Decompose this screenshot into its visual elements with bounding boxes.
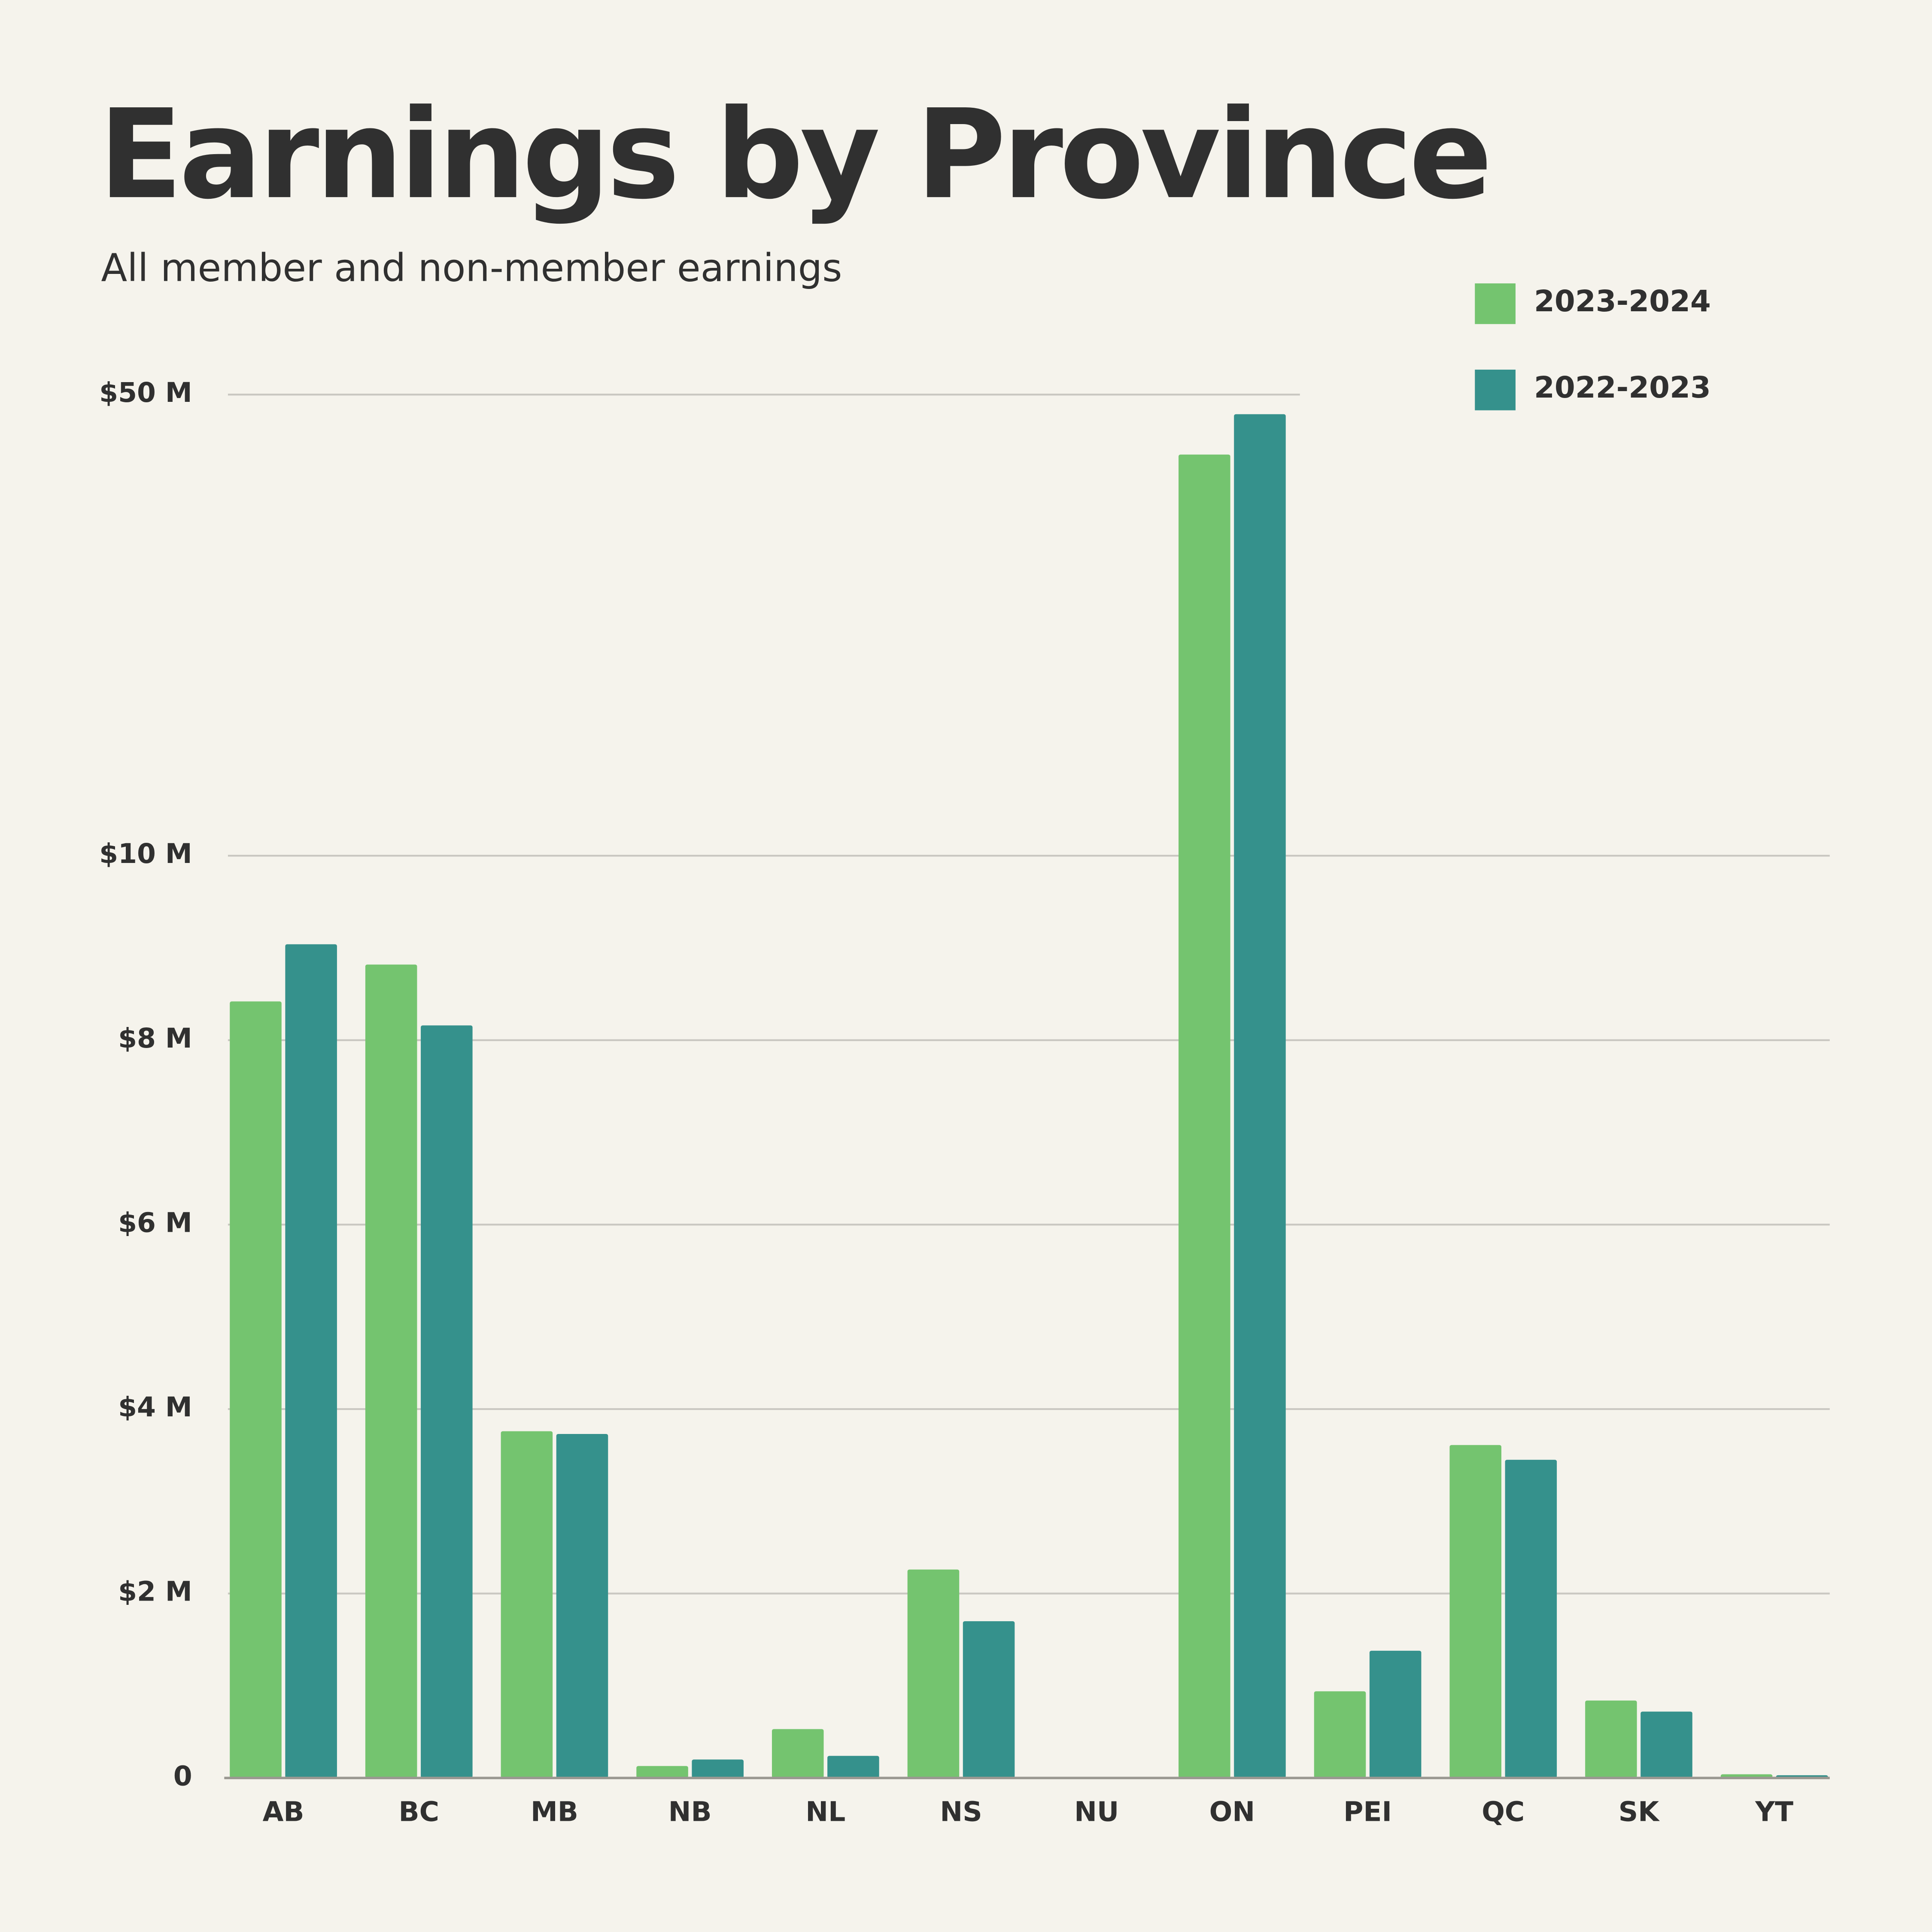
legend-swatch (1475, 369, 1516, 410)
legend-label: 2022-2023 (1534, 371, 1711, 405)
bar (1369, 1650, 1422, 1778)
bar (636, 1766, 688, 1778)
x-tick-label: MB (531, 1796, 578, 1828)
bar (1234, 414, 1286, 1778)
y-tick-label: $10 M (99, 838, 192, 869)
bar (692, 1759, 744, 1778)
x-tick-label: NS (940, 1796, 982, 1828)
x-tick-label: BC (399, 1796, 439, 1828)
bar (365, 964, 417, 1778)
bar (230, 1001, 282, 1778)
x-tick-label: NL (805, 1796, 845, 1828)
x-tick-label: YT (1755, 1796, 1793, 1828)
y-tick-label: $8 M (118, 1022, 192, 1054)
bar (285, 944, 337, 1778)
y-tick-label: 0 (173, 1760, 192, 1792)
legend-swatch (1475, 283, 1516, 324)
bar (1314, 1691, 1366, 1778)
x-tick-label: NB (668, 1796, 712, 1828)
bar (1179, 454, 1230, 1778)
bar (963, 1621, 1015, 1778)
x-tick-label: QC (1482, 1796, 1525, 1828)
chart-subtitle: All member and non-member earnings (101, 245, 842, 290)
y-tick-label: $6 M (118, 1206, 192, 1238)
x-tick-label: PEI (1343, 1796, 1392, 1828)
bar (907, 1569, 960, 1778)
bar (556, 1434, 608, 1778)
y-tick-label: $50 M (99, 377, 192, 408)
legend-label: 2023-2024 (1534, 284, 1711, 319)
x-tick-label: NU (1074, 1796, 1119, 1828)
bar (827, 1756, 879, 1778)
y-tick-label: $2 M (118, 1576, 192, 1607)
x-tick-label: SK (1619, 1796, 1660, 1828)
bar (1449, 1445, 1501, 1778)
bar (1640, 1711, 1692, 1778)
chart-title: Earnings by Province (99, 83, 1489, 226)
y-tick-label: $4 M (118, 1391, 192, 1423)
bar (421, 1025, 473, 1778)
x-tick-label: ON (1209, 1796, 1255, 1828)
bar (1585, 1700, 1637, 1778)
x-tick-label: AB (263, 1796, 304, 1828)
bar (1505, 1460, 1557, 1778)
bar (501, 1431, 553, 1778)
bar (772, 1729, 824, 1778)
